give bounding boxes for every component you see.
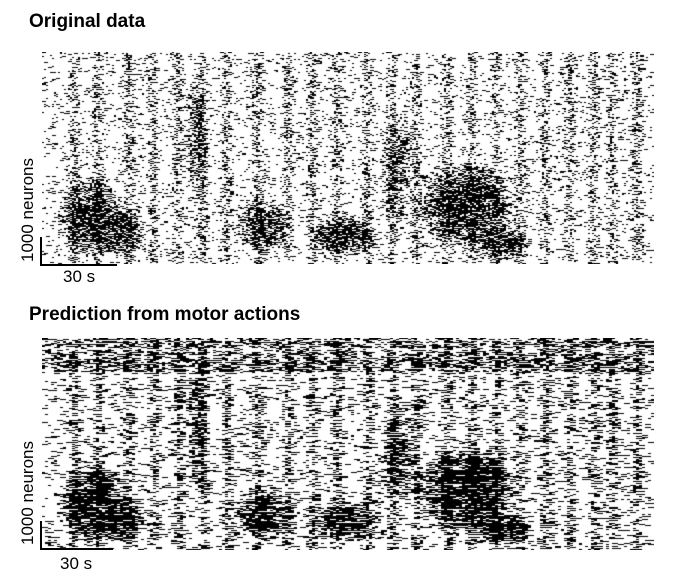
panel-title-prediction: Prediction from motor actions — [29, 304, 301, 325]
neural-raster-prediction — [42, 338, 654, 550]
x-scale-label-original: 30 s — [63, 267, 96, 286]
y-scale-bar-prediction — [40, 521, 42, 550]
x-scale-bar-original — [40, 264, 117, 266]
neural-raster-original — [42, 52, 654, 264]
x-scale-bar-prediction — [40, 548, 113, 550]
panel-title-original: Original data — [29, 11, 146, 32]
y-scale-bar-original — [40, 237, 42, 266]
y-scale-label-original: 1000 neurons — [18, 158, 37, 262]
y-scale-label-prediction: 1000 neurons — [18, 441, 37, 545]
x-scale-label-prediction: 30 s — [60, 554, 93, 573]
